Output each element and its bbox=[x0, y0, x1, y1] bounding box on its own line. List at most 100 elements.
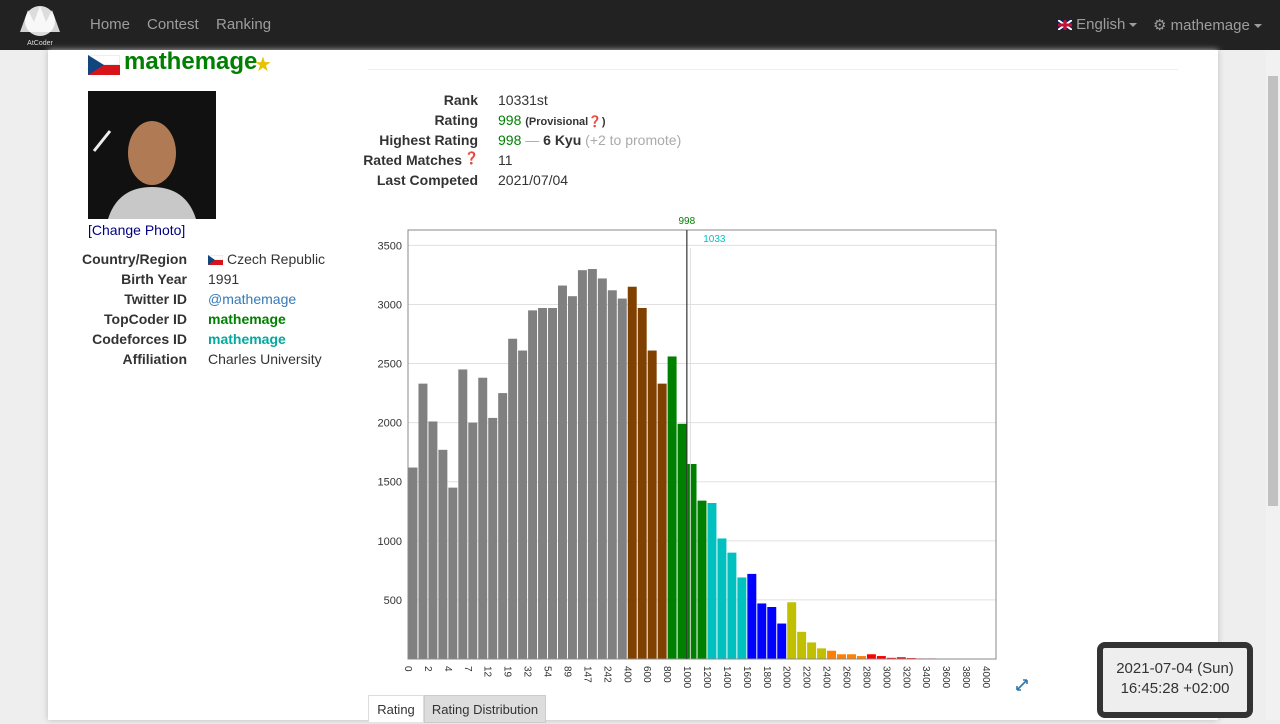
profile-photo bbox=[88, 91, 216, 219]
clock: 2021-07-04 (Sun) 16:45:28 +02:00 bbox=[1097, 642, 1253, 718]
bar bbox=[409, 468, 418, 659]
stat-label: Rating bbox=[368, 112, 478, 128]
info-text: Czech Republic bbox=[227, 251, 325, 267]
info-text: @mathemage bbox=[208, 291, 296, 307]
bar bbox=[767, 607, 776, 659]
bar bbox=[688, 464, 697, 659]
bar bbox=[678, 424, 687, 659]
cz-flag bbox=[88, 55, 120, 75]
language-menu[interactable]: English bbox=[1058, 16, 1137, 33]
x-tick-label: 3600 bbox=[940, 666, 951, 689]
x-tick-label: 32 bbox=[522, 666, 533, 678]
user-menu[interactable]: ⚙ mathemage bbox=[1153, 16, 1262, 34]
info-text: mathemage bbox=[208, 311, 286, 327]
info-label: TopCoder ID bbox=[60, 311, 187, 327]
nav-link[interactable]: Contest bbox=[147, 16, 199, 33]
info-text: Charles University bbox=[208, 351, 322, 367]
x-tick-label: 1600 bbox=[741, 666, 752, 689]
bar bbox=[558, 286, 567, 659]
provisional: (Provisional bbox=[525, 116, 588, 128]
kyu: 6 Kyu bbox=[543, 132, 581, 148]
info-label: Twitter ID bbox=[60, 291, 187, 307]
bar bbox=[807, 642, 816, 659]
x-tick-label: 4000 bbox=[980, 666, 991, 689]
bar bbox=[568, 296, 577, 659]
bar bbox=[638, 308, 647, 659]
x-tick-label: 3200 bbox=[900, 666, 911, 689]
rating-row: 998 (Provisional❓) bbox=[498, 112, 606, 128]
x-tick-label: 400 bbox=[621, 666, 632, 683]
bar bbox=[747, 574, 756, 659]
info-value: Charles University bbox=[208, 351, 322, 367]
help-icon[interactable]: ❓ bbox=[464, 151, 479, 165]
marker-label: 998 bbox=[679, 216, 696, 227]
highest-value: 998 bbox=[498, 132, 521, 148]
info-value[interactable]: mathemage bbox=[208, 311, 286, 327]
y-tick-label: 2500 bbox=[378, 359, 402, 371]
bar bbox=[827, 651, 836, 659]
highest-row: 998 — 6 Kyu (+2 to promote) bbox=[498, 132, 681, 148]
user-name: mathemage bbox=[1171, 17, 1250, 34]
stat-label: Highest Rating bbox=[368, 132, 478, 148]
tab[interactable]: Rating Distribution bbox=[424, 695, 546, 723]
info-value: Czech Republic bbox=[208, 251, 325, 267]
y-tick-label: 500 bbox=[384, 595, 402, 607]
language: English bbox=[1076, 16, 1125, 33]
separator: — bbox=[525, 132, 539, 148]
change-photo-link[interactable]: [Change Photo] bbox=[88, 222, 185, 238]
bar bbox=[628, 287, 637, 659]
x-tick-label: 147 bbox=[581, 666, 592, 683]
stat-label: Rank bbox=[368, 92, 478, 108]
stat-value: 11 bbox=[498, 152, 513, 168]
bar bbox=[608, 290, 617, 659]
bar bbox=[787, 602, 796, 659]
logo-text: AtCoder bbox=[27, 40, 53, 47]
bar bbox=[508, 339, 517, 659]
x-tick-label: 1400 bbox=[721, 666, 732, 689]
info-text: mathemage bbox=[208, 331, 286, 347]
username: mathemage bbox=[124, 48, 257, 76]
info-label: Codeforces ID bbox=[60, 331, 187, 347]
x-tick-label: 2600 bbox=[841, 666, 852, 689]
bar bbox=[488, 418, 497, 659]
bar bbox=[538, 308, 547, 659]
x-tick-label: 1000 bbox=[681, 666, 692, 689]
bar bbox=[737, 577, 746, 659]
bar bbox=[837, 654, 846, 659]
bar bbox=[707, 503, 716, 659]
flag-icon bbox=[208, 255, 223, 265]
bar bbox=[578, 270, 587, 659]
bar bbox=[438, 450, 447, 659]
expand-icon[interactable] bbox=[1015, 678, 1029, 692]
info-value[interactable]: @mathemage bbox=[208, 291, 296, 307]
bar bbox=[518, 351, 527, 659]
tab[interactable]: Rating bbox=[368, 695, 424, 722]
bar bbox=[548, 308, 557, 659]
bar bbox=[698, 501, 707, 659]
bar bbox=[658, 384, 667, 659]
info-text: 1991 bbox=[208, 271, 239, 287]
bar bbox=[448, 488, 457, 659]
bar bbox=[817, 648, 826, 659]
bar bbox=[598, 278, 607, 659]
bar bbox=[648, 351, 657, 659]
bar bbox=[588, 269, 597, 659]
bar bbox=[468, 423, 477, 659]
clock-date: 2021-07-04 (Sun) bbox=[1103, 659, 1247, 679]
bar bbox=[528, 310, 537, 659]
scrollbar[interactable] bbox=[1266, 50, 1280, 720]
nav-link[interactable]: Home bbox=[90, 16, 130, 33]
nav-link[interactable]: Ranking bbox=[216, 16, 271, 33]
x-tick-label: 2800 bbox=[860, 666, 871, 689]
y-tick-label: 1500 bbox=[378, 477, 402, 489]
x-tick-label: 2200 bbox=[801, 666, 812, 689]
bar bbox=[618, 299, 627, 659]
info-label: Birth Year bbox=[60, 271, 187, 287]
y-tick-label: 3000 bbox=[378, 299, 402, 311]
info-value[interactable]: mathemage bbox=[208, 331, 286, 347]
x-tick-label: 0 bbox=[402, 666, 413, 672]
x-tick-label: 2000 bbox=[781, 666, 792, 689]
bar bbox=[727, 553, 736, 659]
